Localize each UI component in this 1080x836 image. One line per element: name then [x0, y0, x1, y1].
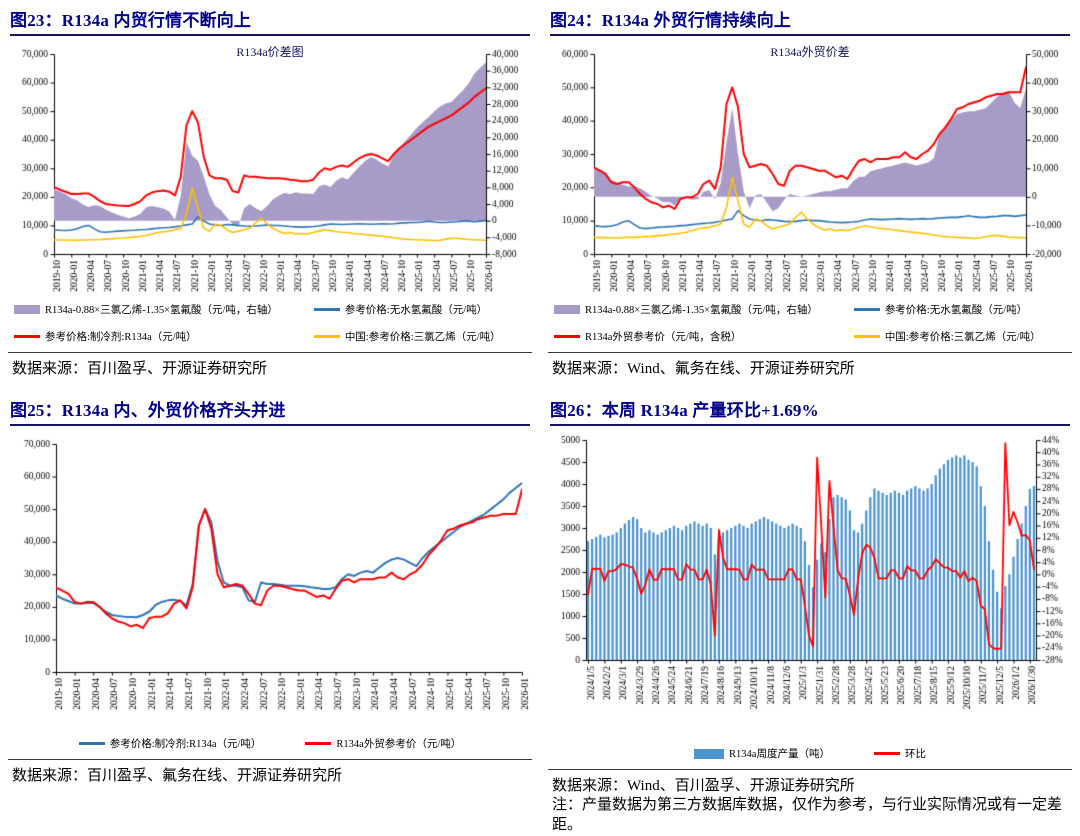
figure-25-chart-canvas	[0, 428, 540, 736]
legend-item: 参考价格:制冷剂:R134a（元/吨）	[78, 736, 262, 751]
legend-label: 中国:参考价格:三氯乙烯（元/吨）	[884, 332, 1041, 343]
legend-item: 参考价格:制冷剂:R134a（元/吨）	[14, 329, 314, 344]
divider	[8, 352, 532, 353]
legend-item: 参考价格:无水氢氟酸（元/吨）	[313, 302, 540, 317]
figure-23-chart-canvas	[0, 38, 540, 300]
figure-24-panel: 图24：R134a 外贸行情持续向上 R134a外贸价差 R134a-0.88×…	[540, 0, 1080, 390]
legend-item: R134a-0.88×三氯乙烯-1.35×氢氟酸（元/吨，右轴）	[14, 302, 314, 317]
figure-23-chart-area: R134a价差图	[0, 38, 540, 300]
figure-24-chart-area: R134a外贸价差	[540, 38, 1080, 300]
figure-24-legend: R134a-0.88×三氯乙烯-1.35×氢氟酸（元/吨，右轴） 参考价格:无水…	[554, 302, 1080, 344]
figure-26-source: 数据来源：Wind、百川盈孚、开源证券研究所	[552, 778, 855, 794]
figure-25-source: 数据来源：百川盈孚、氟务在线、开源证券研究所	[12, 768, 343, 784]
legend-item: 中国:参考价格:三氯乙烯（元/吨）	[313, 329, 540, 344]
figure-26-note: 注：产量数据为第三方数据库数据，仅作为参考，与行业实际情况或有一定差距。	[552, 797, 1063, 833]
red-line-swatch	[14, 335, 40, 338]
divider	[548, 769, 1072, 770]
figure-26-title: 图26：本周 R134a 产量环比+1.69%	[550, 396, 1070, 426]
figure-26-panel: 图26：本周 R134a 产量环比+1.69% R134a周度产量（吨） 环比 …	[540, 390, 1080, 835]
blue-line-swatch	[313, 308, 340, 311]
figure-23-panel: 图23：R134a 内贸行情不断向上 R134a价差图 R134a-0.88×三…	[0, 0, 540, 390]
figure-24-chart-canvas	[540, 38, 1080, 300]
figure-25-panel: 图25：R134a 内、外贸价格齐头并进 参考价格:制冷剂:R134a（元/吨）…	[0, 390, 540, 835]
figure-23-title: 图23：R134a 内贸行情不断向上	[10, 6, 530, 36]
legend-item: R134a-0.88×三氯乙烯-1.35×氢氟酸（元/吨，右轴）	[554, 302, 854, 317]
legend-item: R134a外贸参考价（元/吨）	[305, 736, 461, 751]
blue-bar-swatch	[694, 748, 725, 759]
red-line-swatch	[554, 335, 580, 338]
legend-item: 中国:参考价格:三氯乙烯（元/吨）	[853, 329, 1080, 344]
legend-label: 参考价格:制冷剂:R134a（元/吨）	[45, 332, 197, 343]
divider	[8, 759, 532, 760]
legend-label: 环比	[904, 749, 926, 760]
legend-label: 参考价格:制冷剂:R134a（元/吨）	[109, 739, 262, 750]
legend-item: 参考价格:无水氢氟酸（元/吨）	[853, 302, 1080, 317]
figure-26-legend: R134a周度产量（吨） 环比	[540, 746, 1080, 761]
yellow-line-swatch	[313, 335, 340, 338]
legend-item: R134a周度产量（吨）	[694, 746, 830, 761]
figure-23-legend: R134a-0.88×三氯乙烯-1.35×氢氟酸（元/吨，右轴） 参考价格:无水…	[14, 302, 540, 344]
legend-item: 环比	[873, 746, 926, 761]
red-line-swatch	[873, 752, 900, 755]
legend-label: 中国:参考价格:三氯乙烯（元/吨）	[344, 332, 501, 343]
legend-label: R134a外贸参考价（元/吨）	[336, 739, 462, 750]
figure-26-chart-canvas	[540, 428, 1080, 746]
legend-label: R134a外贸参考价（元/吨，含税）	[585, 332, 742, 343]
blue-line-swatch	[853, 308, 880, 311]
yellow-line-swatch	[853, 335, 880, 338]
legend-label: R134a-0.88×三氯乙烯-1.35×氢氟酸（元/吨，右轴）	[585, 305, 818, 316]
red-line-swatch	[305, 742, 332, 745]
figure-24-title: 图24：R134a 外贸行情持续向上	[550, 6, 1070, 36]
figure-24-source: 数据来源：Wind、氟务在线、开源证券研究所	[552, 361, 855, 377]
legend-label: 参考价格:无水氢氟酸（元/吨）	[344, 305, 488, 316]
legend-label: R134a-0.88×三氯乙烯-1.35×氢氟酸（元/吨，右轴）	[45, 305, 278, 316]
figure-26-chart-area	[540, 428, 1080, 746]
purple-area-swatch	[14, 305, 40, 314]
figure-25-legend: 参考价格:制冷剂:R134a（元/吨） R134a外贸参考价（元/吨）	[0, 736, 540, 751]
figure-23-source: 数据来源：百川盈孚、开源证券研究所	[12, 361, 268, 377]
legend-label: R134a周度产量（吨）	[729, 749, 830, 760]
legend-label: 参考价格:无水氢氟酸（元/吨）	[884, 305, 1028, 316]
figure-25-chart-area	[0, 428, 540, 736]
blue-line-swatch	[78, 742, 105, 745]
legend-item: R134a外贸参考价（元/吨，含税）	[554, 329, 854, 344]
figure-25-title: 图25：R134a 内、外贸价格齐头并进	[10, 396, 530, 426]
divider	[548, 352, 1072, 353]
purple-area-swatch	[554, 305, 580, 314]
